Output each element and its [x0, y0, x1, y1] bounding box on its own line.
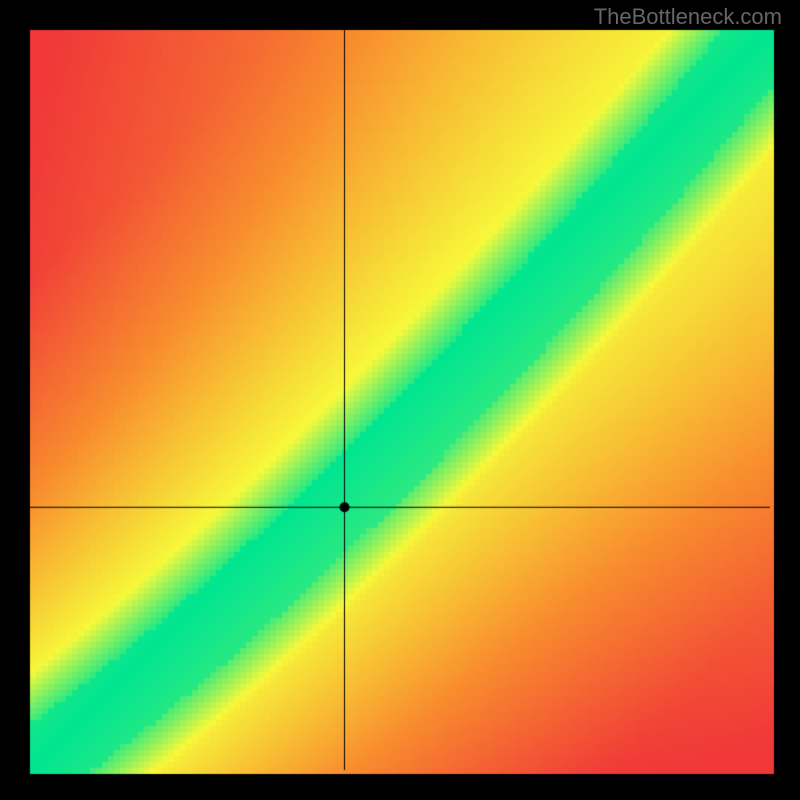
- watermark-text: TheBottleneck.com: [594, 4, 782, 30]
- bottleneck-heatmap: [0, 0, 800, 800]
